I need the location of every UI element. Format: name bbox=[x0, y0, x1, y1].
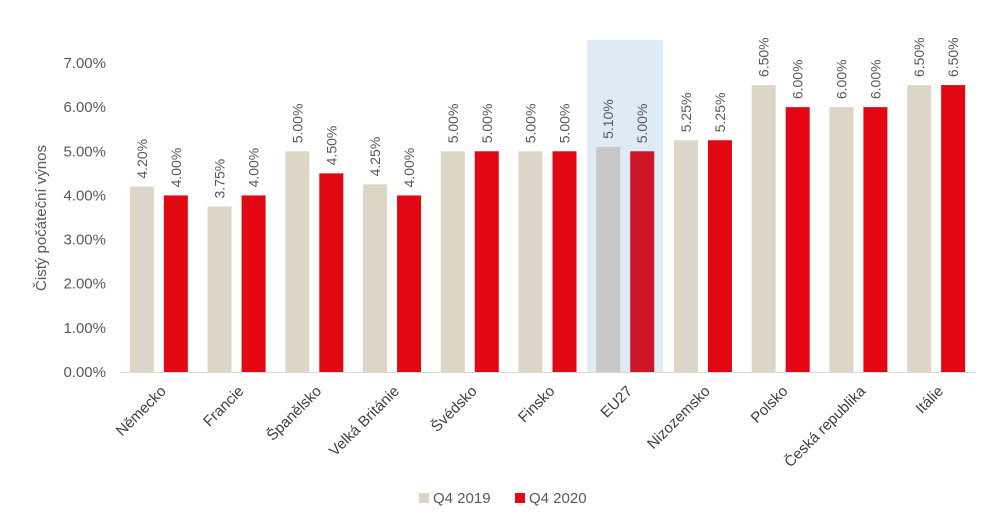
data-label: 5.00% bbox=[289, 104, 305, 144]
y-tick-label: 5.00% bbox=[63, 143, 106, 160]
category-label: Nizozemsko bbox=[644, 383, 714, 453]
category-label: Polsko bbox=[748, 383, 792, 427]
bar-q4-2019 bbox=[285, 151, 310, 372]
bar-q4-2020 bbox=[474, 151, 499, 372]
bar-q4-2020 bbox=[863, 107, 888, 373]
bars bbox=[129, 85, 966, 373]
y-tick-label: 2.00% bbox=[63, 276, 106, 293]
data-label: 5.00% bbox=[445, 104, 461, 144]
legend-label: Q4 2020 bbox=[529, 490, 587, 507]
category-label: EU27 bbox=[597, 383, 636, 422]
data-label: 6.00% bbox=[790, 59, 806, 99]
bar-q4-2019 bbox=[907, 85, 932, 373]
category-label: Itálie bbox=[913, 383, 947, 417]
data-label: 6.00% bbox=[867, 59, 883, 99]
data-label: 5.00% bbox=[634, 104, 650, 144]
x-axis-categories: Německo Francie Španělsko Velká Británie Švé… bbox=[113, 382, 947, 471]
data-label: 4.25% bbox=[367, 137, 383, 177]
category-label: Finsko bbox=[515, 383, 558, 426]
bar-q4-2019 bbox=[129, 186, 154, 372]
bar-q4-2020 bbox=[319, 173, 344, 372]
legend-item-q4-2019: Q4 2019 bbox=[419, 490, 491, 507]
y-tick-label: 3.00% bbox=[63, 232, 106, 249]
data-label: 5.00% bbox=[557, 104, 573, 144]
bar-q4-2019 bbox=[207, 206, 232, 372]
data-labels: 4.20% 4.00% 3.75% 4.00% 5.00% 4.50% 4.25% 4.00%… bbox=[134, 37, 961, 198]
data-label: 4.00% bbox=[168, 148, 184, 188]
data-label: 5.10% bbox=[600, 99, 616, 139]
y-tick-label: 0.00% bbox=[63, 364, 106, 381]
bar-q4-2019 bbox=[673, 140, 698, 372]
bar-q4-2020 bbox=[707, 140, 732, 372]
data-label: 5.00% bbox=[523, 104, 539, 144]
bar-q4-2019 bbox=[751, 85, 776, 373]
legend-swatch bbox=[419, 493, 429, 503]
y-tick-label: 4.00% bbox=[63, 187, 106, 204]
data-label: 6.50% bbox=[945, 37, 961, 77]
data-label: 4.50% bbox=[323, 126, 339, 166]
data-label: 6.50% bbox=[756, 37, 772, 77]
legend: Q4 2019 Q4 2020 bbox=[419, 490, 587, 507]
y-axis-title: Čistý počáteční výnos bbox=[33, 145, 50, 291]
data-label: 6.00% bbox=[833, 59, 849, 99]
data-label: 6.50% bbox=[911, 37, 927, 77]
category-label: Švédsko bbox=[428, 383, 481, 436]
bar-q4-2019 bbox=[596, 146, 621, 372]
data-label: 5.25% bbox=[678, 93, 694, 133]
legend-item-q4-2020: Q4 2020 bbox=[515, 490, 587, 507]
legend-swatch bbox=[515, 493, 525, 503]
category-label: Velká Británie bbox=[326, 383, 403, 460]
category-label: Španělsko bbox=[264, 383, 326, 445]
bar-q4-2019 bbox=[440, 151, 465, 372]
data-label: 5.00% bbox=[479, 104, 495, 144]
data-label: 4.00% bbox=[401, 148, 417, 188]
bar-q4-2019 bbox=[363, 184, 388, 372]
bar-q4-2020 bbox=[397, 195, 422, 372]
bar-q4-2020 bbox=[163, 195, 188, 372]
category-label: Německo bbox=[113, 383, 170, 440]
data-label: 4.00% bbox=[246, 148, 262, 188]
y-tick-label: 6.00% bbox=[63, 99, 106, 116]
y-axis: 0.00% 1.00% 2.00% 3.00% 4.00% 5.00% 6.00% 7.00% bbox=[63, 55, 975, 381]
bar-q4-2020 bbox=[630, 151, 655, 372]
category-label: Česká republika bbox=[781, 382, 870, 471]
bar-q4-2019 bbox=[829, 107, 854, 373]
data-label: 4.20% bbox=[134, 139, 150, 179]
data-label: 5.25% bbox=[712, 93, 728, 133]
bar-q4-2020 bbox=[785, 107, 810, 373]
bar-q4-2020 bbox=[552, 151, 577, 372]
bar-q4-2020 bbox=[241, 195, 266, 372]
y-tick-label: 7.00% bbox=[63, 55, 106, 72]
y-tick-label: 1.00% bbox=[63, 320, 106, 337]
bar-q4-2019 bbox=[518, 151, 543, 372]
legend-label: Q4 2019 bbox=[433, 490, 491, 507]
category-label: Francie bbox=[200, 383, 247, 430]
data-label: 3.75% bbox=[212, 159, 228, 199]
bar-q4-2020 bbox=[941, 85, 966, 373]
